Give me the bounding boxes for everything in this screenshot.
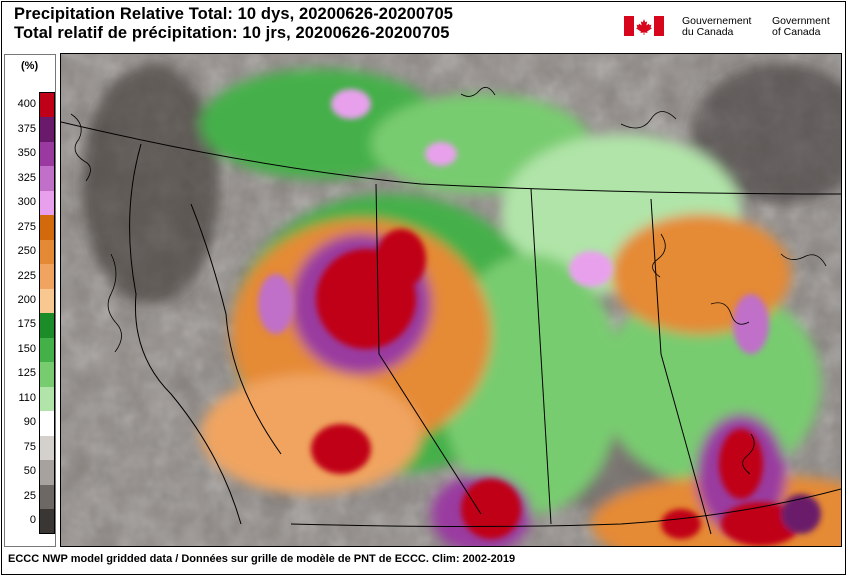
- gov-en-line1: Government: [772, 15, 830, 27]
- gov-fr-line1: Gouvernement: [682, 15, 752, 27]
- legend-swatch: [40, 215, 54, 240]
- legend-tick-label: 50: [23, 465, 36, 478]
- legend-swatch: [40, 435, 54, 461]
- legend-swatch: [40, 166, 54, 191]
- legend-tick-label: 125: [17, 367, 36, 380]
- lakes-and-coastlines: [70, 86, 827, 475]
- government-name-french: Gouvernement du Canada: [682, 16, 751, 38]
- legend-swatch: [40, 460, 54, 485]
- legend-tick-label: 110: [18, 391, 36, 404]
- legend-tick-label: 375: [17, 122, 36, 135]
- legend-tick-label: 400: [17, 98, 36, 111]
- gov-fr-line2: du Canada: [682, 26, 734, 38]
- gov-en-line2: of Canada: [772, 26, 821, 38]
- legend-tick-label: 90: [23, 416, 36, 429]
- legend-tick-label: 0: [29, 514, 36, 527]
- legend-tick-label: 300: [17, 196, 36, 209]
- precipitation-map: [60, 53, 842, 547]
- legend-unit: (%): [21, 60, 39, 72]
- legend-swatch: [40, 117, 54, 142]
- legend-tick-label: 175: [17, 318, 36, 331]
- legend-tick-label: 325: [17, 171, 36, 184]
- legend-tick-label: 25: [23, 489, 36, 502]
- legend-tick-label: 275: [17, 220, 36, 233]
- legend-tick-label: 200: [17, 293, 36, 306]
- legend-swatch: [40, 386, 54, 412]
- map-canvas: [61, 54, 841, 546]
- legend-swatch: [40, 362, 54, 387]
- legend-swatch: [40, 313, 54, 338]
- legend-swatch: [40, 239, 54, 265]
- legend-swatch: [40, 337, 54, 363]
- legend-color-bar: [39, 92, 55, 535]
- legend-tick-label: 150: [17, 342, 36, 355]
- legend-swatch: [40, 411, 54, 436]
- data-source-footer: ECCC NWP model gridded data / Données su…: [8, 553, 516, 565]
- legend-tick-label: 75: [23, 440, 36, 453]
- legend-swatch: [40, 288, 54, 314]
- legend-tick-label: 350: [17, 147, 36, 160]
- legend-swatch: [40, 484, 54, 509]
- title-english: Precipitation Relative Total: 10 dys, 20…: [14, 5, 454, 23]
- legend-swatch: [40, 264, 54, 289]
- precipitation-maxima: [258, 89, 821, 546]
- legend-tick-label: 250: [17, 245, 36, 258]
- title-french: Total relatif de précipitation: 10 jrs, …: [14, 24, 450, 42]
- legend-swatch: [40, 141, 54, 167]
- legend-swatch: [40, 508, 54, 534]
- legend-tick-label: 225: [17, 269, 36, 282]
- government-of-canada-wordmark: Gouvernement du Canada Government of Can…: [624, 14, 844, 44]
- political-boundaries: [61, 121, 841, 535]
- canada-flag-icon: [624, 16, 664, 36]
- government-name-english: Government of Canada: [772, 16, 830, 38]
- legend-swatch: [40, 190, 54, 216]
- legend-swatch: [40, 93, 54, 118]
